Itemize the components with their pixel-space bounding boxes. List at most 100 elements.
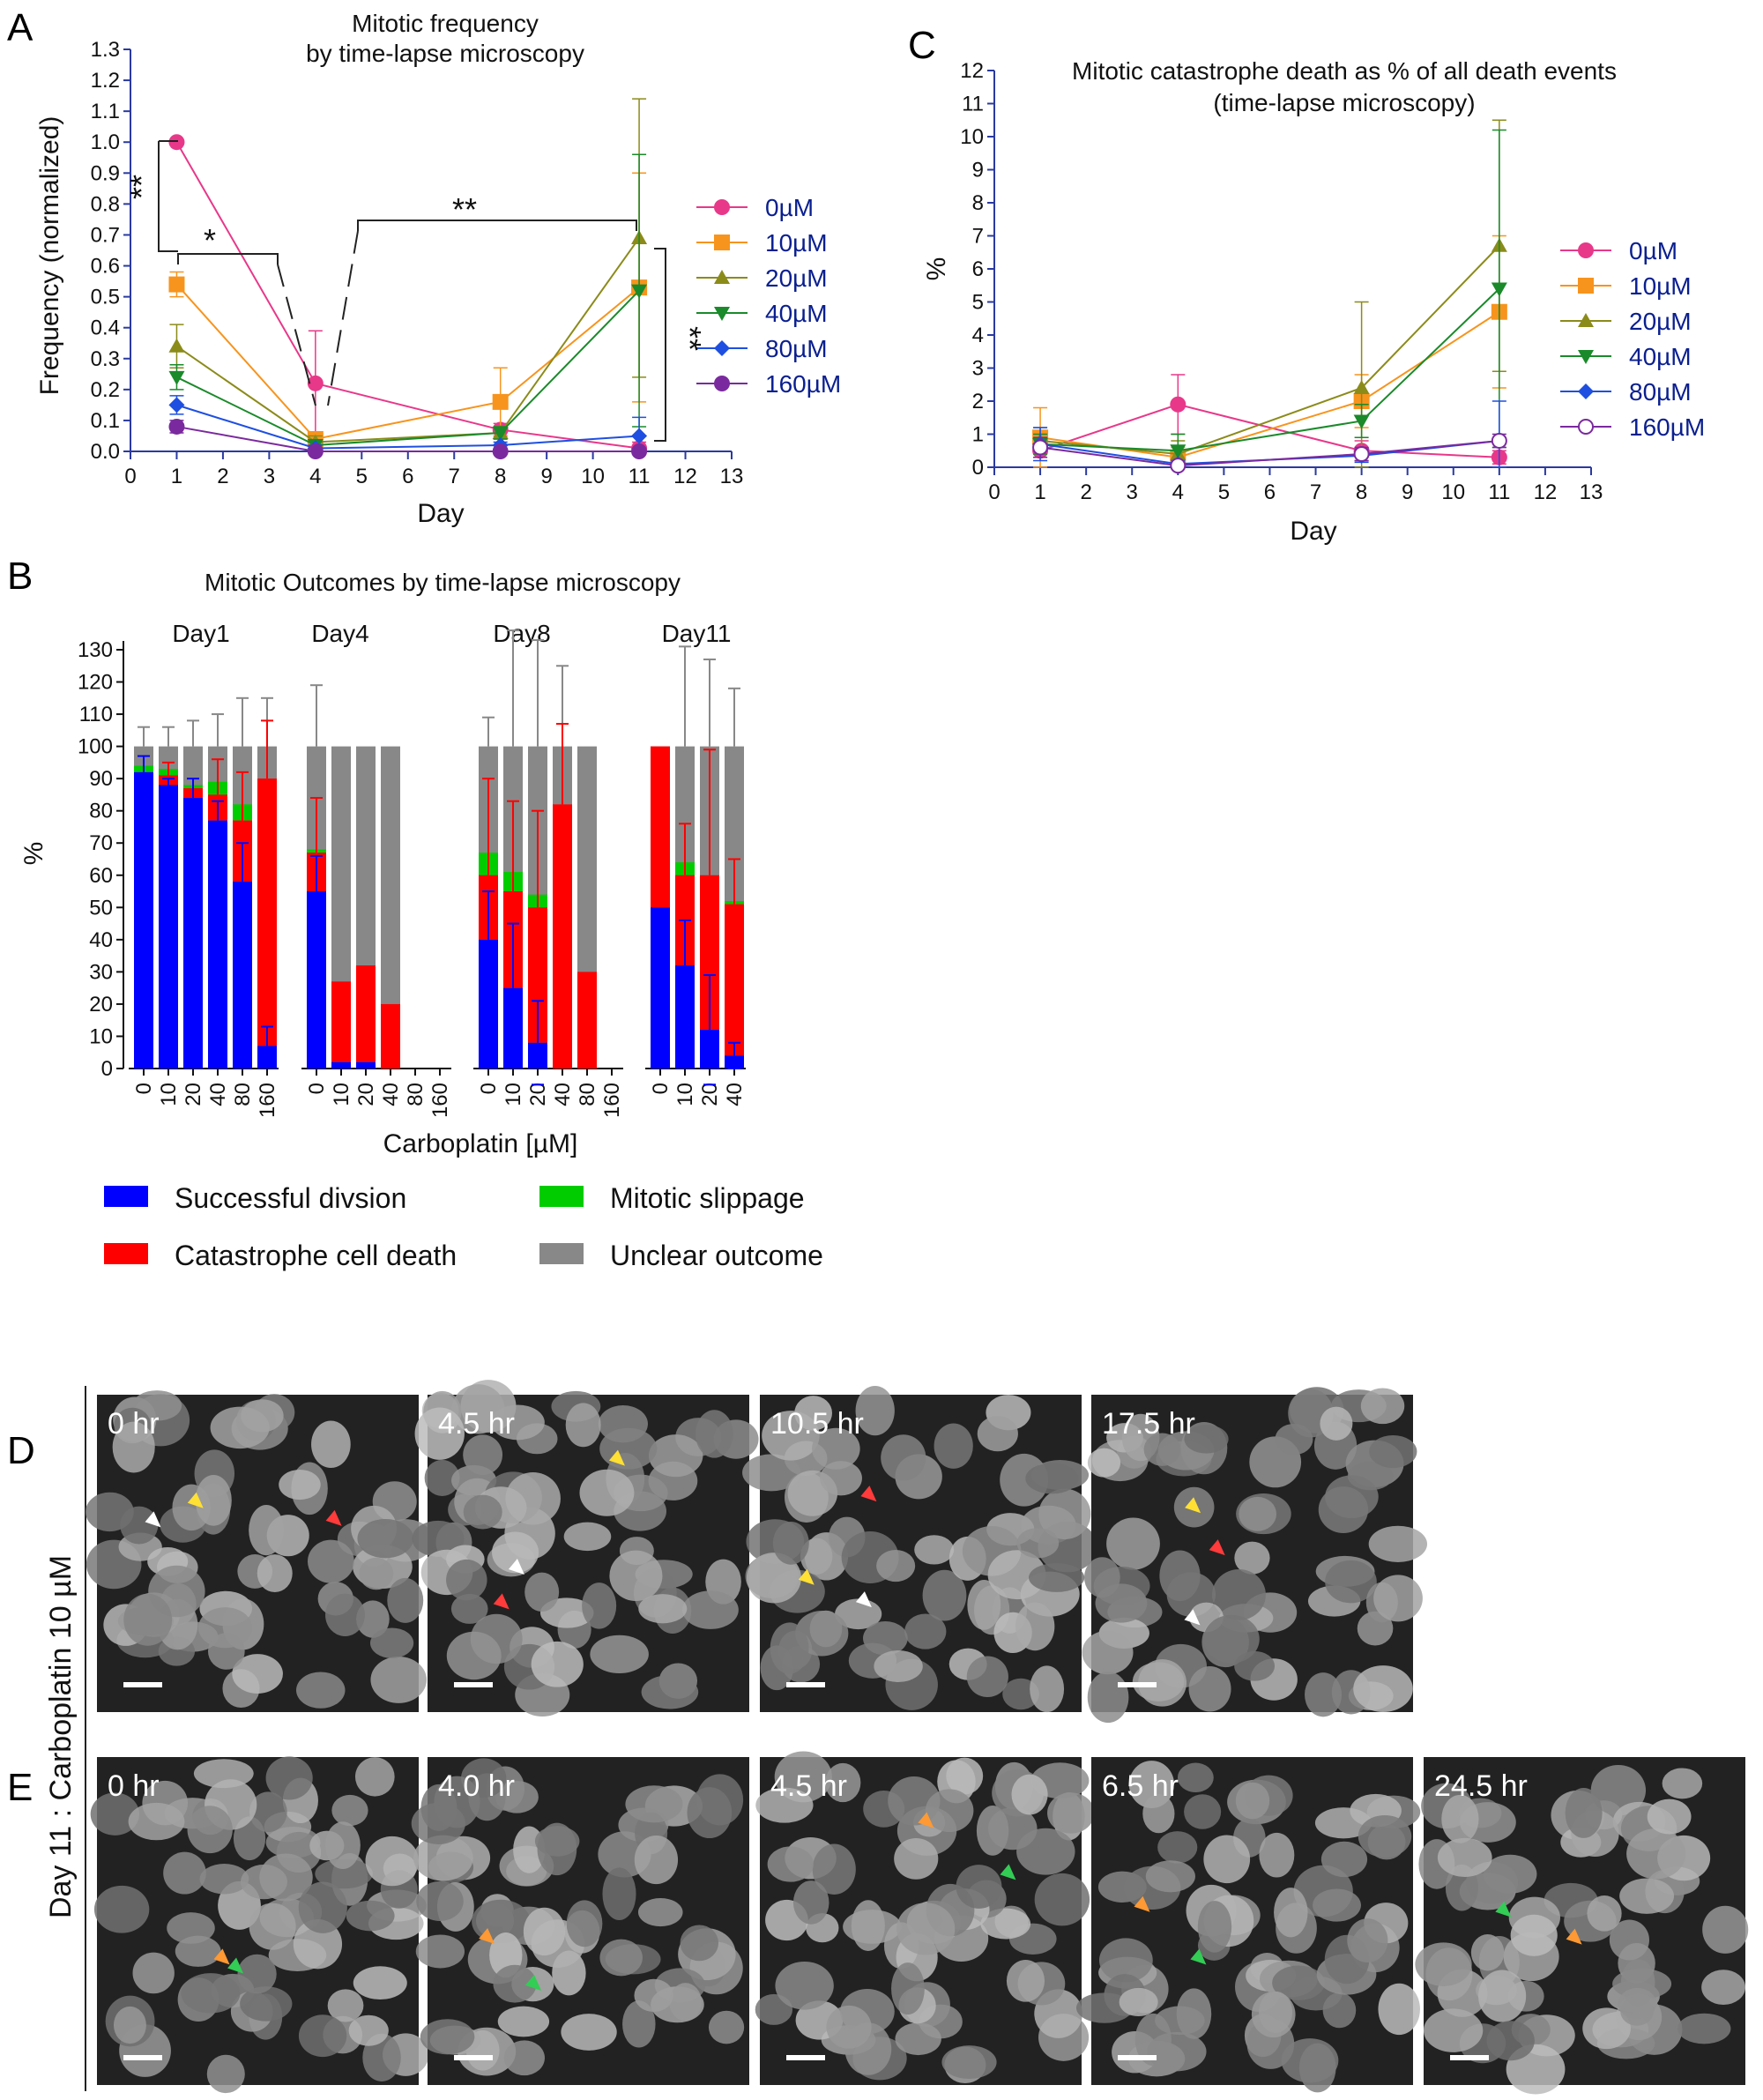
panel-letter-d: D <box>7 1429 35 1472</box>
y-tick-label: 60 <box>89 864 113 888</box>
series-line <box>1039 245 1500 456</box>
bar-catastrophe <box>257 778 277 1046</box>
nucleus <box>424 1459 460 1496</box>
series-line <box>1040 287 1500 452</box>
bar-unclear <box>381 746 400 1069</box>
legend-label: 20µM <box>1629 308 1692 335</box>
nucleus <box>876 1549 916 1582</box>
data-point <box>631 284 648 299</box>
bar-success <box>307 891 326 1069</box>
micrograph-time-label: 17.5 hr <box>1102 1407 1195 1441</box>
y-tick-label: 80 <box>89 800 113 823</box>
legend-marker <box>714 376 730 391</box>
nucleus <box>1441 1794 1479 1843</box>
data-point <box>168 397 185 413</box>
micrograph-time-label: 10.5 hr <box>770 1407 864 1441</box>
x-tick-label: 0 <box>132 1083 156 1094</box>
bar-catastrophe <box>700 875 719 1031</box>
nucleus <box>687 1787 733 1839</box>
arrowhead-icon <box>1184 1609 1201 1626</box>
x-tick-label: 40 <box>206 1083 230 1106</box>
nucleus <box>767 1846 814 1882</box>
arrowhead-icon <box>479 1928 495 1945</box>
x-tick-label: 11 <box>629 465 651 488</box>
x-tick-label: 0 <box>988 480 1000 504</box>
nucleus <box>1203 1835 1251 1884</box>
data-point <box>168 276 185 293</box>
nucleus <box>755 1787 814 1823</box>
nucleus <box>561 2014 617 2051</box>
chart-b-title: Mitotic Outcomes by time-lapse microscop… <box>205 569 681 596</box>
nucleus <box>1016 1828 1075 1875</box>
nucleus <box>1106 1517 1160 1570</box>
chart-b-xlabel: Carboplatin [µM] <box>383 1129 578 1158</box>
x-tick-label: 6 <box>1264 480 1276 504</box>
series-line <box>1039 403 1499 458</box>
nucleus <box>450 1593 488 1624</box>
x-tick-label: 10 <box>1441 480 1465 504</box>
y-tick-label: 0.7 <box>91 223 120 247</box>
nucleus <box>357 1518 414 1559</box>
data-point <box>1032 439 1049 456</box>
y-tick-label: 120 <box>78 671 113 695</box>
y-tick-label: 1.1 <box>91 100 120 123</box>
x-tick-label: 5 <box>356 465 368 488</box>
nucleus <box>1147 2031 1207 2072</box>
nucleus <box>497 2006 550 2037</box>
y-tick-label: 11 <box>962 93 984 116</box>
y-tick-label: 100 <box>78 735 113 759</box>
bar-success <box>479 939 498 1069</box>
x-tick-label: 160 <box>600 1083 624 1118</box>
nucleus <box>1582 2007 1631 2050</box>
nucleus <box>1155 2006 1205 2036</box>
y-tick-label: 6 <box>972 257 984 281</box>
micrograph-time-label: 4.0 hr <box>438 1769 515 1803</box>
nucleus <box>742 1454 801 1492</box>
nucleus <box>820 1461 862 1496</box>
nucleus <box>914 1535 955 1565</box>
nucleus <box>637 1897 683 1927</box>
x-tick-label: 1 <box>171 465 182 488</box>
nucleus <box>207 1633 245 1670</box>
bar-success <box>675 965 695 1069</box>
nucleus <box>1142 1794 1175 1834</box>
nucleus <box>1203 1614 1260 1664</box>
data-point <box>492 426 509 441</box>
data-point <box>631 443 648 459</box>
nucleus <box>259 1853 313 1902</box>
arrowhead-icon <box>1495 1901 1512 1918</box>
nucleus <box>1626 1828 1686 1880</box>
y-tick-label: 10 <box>89 1024 113 1048</box>
nucleus <box>599 1939 643 1977</box>
micrograph-panels: Day 11 : Carboplatin 10 µM 0 hr 4.5 hr 10.… <box>44 1380 1749 2095</box>
arrowhead-icon <box>213 1948 230 1965</box>
nucleus <box>1145 1860 1195 1893</box>
nucleus <box>792 1880 829 1925</box>
x-tick-label: 2 <box>217 465 228 488</box>
data-point <box>307 375 324 391</box>
x-tick-label: 40 <box>551 1083 575 1106</box>
nucleus <box>128 1802 185 1841</box>
nucleus <box>1353 1665 1413 1713</box>
chart-a-ylabel: Frequency (normalized) <box>35 116 64 396</box>
legend-label: 10µM <box>1629 272 1692 300</box>
arrowhead-icon <box>508 1559 524 1575</box>
legend-marker <box>1578 313 1594 327</box>
nucleus <box>523 1907 566 1956</box>
chart-a-significance: ** * ** ** <box>123 140 708 442</box>
data-point <box>1170 396 1186 413</box>
y-tick-label: 1 <box>972 423 984 447</box>
group-label: Day11 <box>662 620 732 647</box>
legend-marker <box>714 235 730 250</box>
nucleus <box>120 1506 159 1545</box>
nucleus <box>1325 1475 1379 1519</box>
x-tick-label: 7 <box>449 465 460 488</box>
nucleus <box>565 1403 601 1448</box>
x-tick-label: 9 <box>1402 480 1413 504</box>
sig-dash-2 <box>277 264 316 406</box>
micrograph: 0 hr <box>86 1390 434 1712</box>
series-line <box>176 289 640 447</box>
x-tick-label: 3 <box>1127 480 1138 504</box>
y-tick-label: 0 <box>101 1057 113 1081</box>
y-tick-label: 30 <box>89 960 113 984</box>
